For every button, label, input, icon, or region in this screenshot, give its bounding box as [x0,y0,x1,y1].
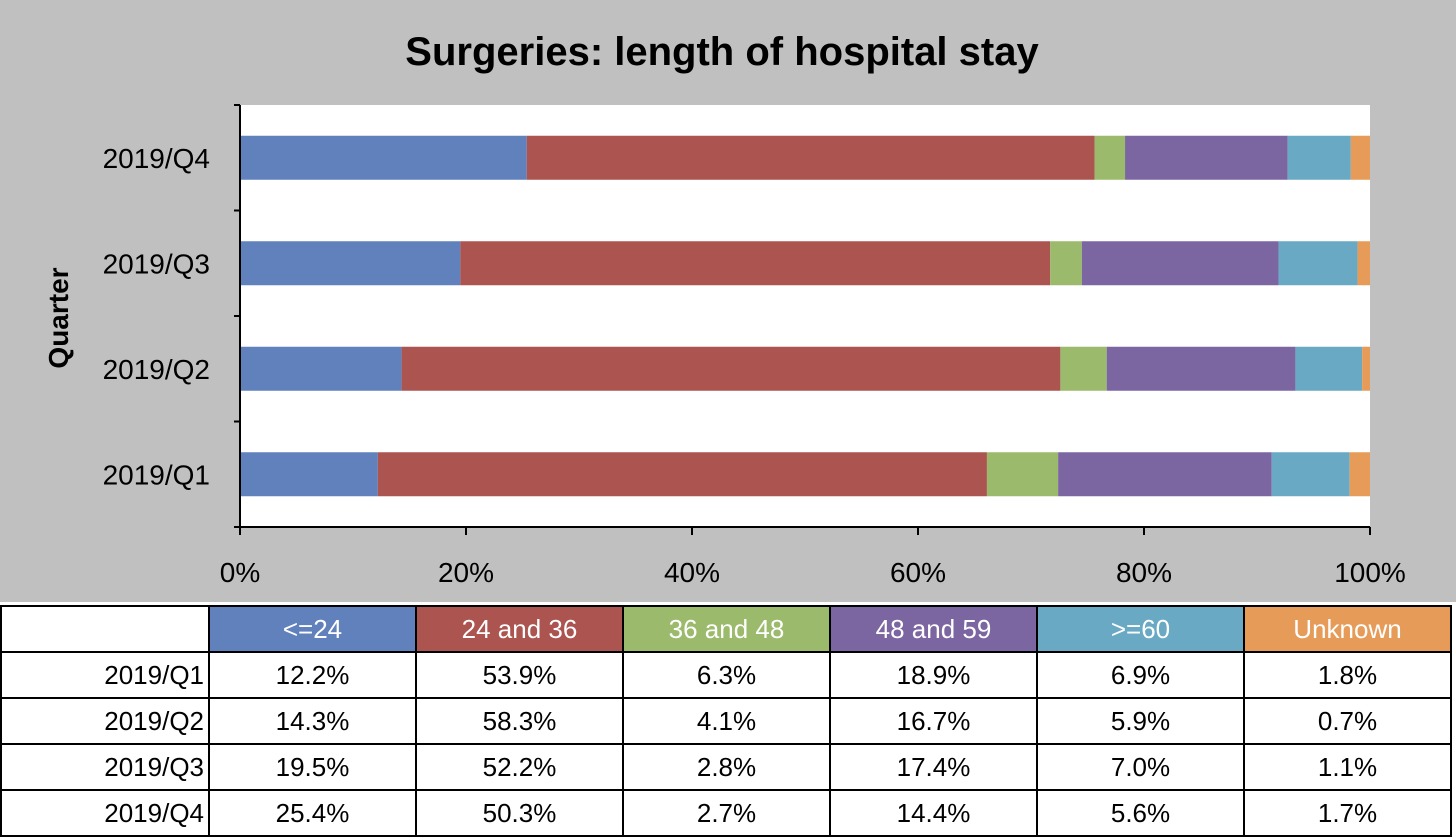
table-cell: 18.9% [829,651,1038,699]
table-cell: 1.1% [1243,743,1452,791]
bar-segment-2019-q4-s1 [526,135,1095,180]
bar-segment-2019-q3-s2 [1050,241,1082,286]
legend-header-cell: <=24 [208,605,417,653]
bar-segment-2019-q3-s3 [1081,241,1279,286]
bar-segment-2019-q2-s4 [1295,346,1363,391]
legend-header-cell: 36 and 48 [622,605,831,653]
legend-header-cell: 24 and 36 [415,605,624,653]
bar-segment-2019-q4-s2 [1094,135,1126,180]
bar-segment-2019-q1-s2 [986,452,1059,497]
table-cell: 52.2% [415,743,624,791]
table-cell: 6.9% [1036,651,1245,699]
table-cell: 6.3% [622,651,831,699]
bar-segment-2019-q2-s3 [1106,346,1296,391]
chart-title: Surgeries: length of hospital stay [405,30,1039,74]
table-row-label: 2019/Q3 [0,743,210,791]
bar-segment-2019-q3-s5 [1357,241,1370,286]
x-tick-label: 0% [220,557,260,588]
table-cell: 2.7% [622,789,831,837]
x-tick-label: 40% [664,557,720,588]
y-tick-label: 2019/Q1 [103,459,210,490]
legend-header-cell: 48 and 59 [829,605,1038,653]
table-cell: 0.7% [1243,697,1452,745]
stacked-bar-chart: Surgeries: length of hospital stay Quart… [0,0,1456,602]
y-axis-title: Quarter [43,267,74,368]
y-tick-label: 2019/Q4 [103,143,210,174]
table-row-label: 2019/Q1 [0,651,210,699]
bar-segment-2019-q4-s3 [1125,135,1288,180]
bar-segment-2019-q3-s1 [460,241,1051,286]
bar-segment-2019-q1-s5 [1349,452,1370,497]
legend-header-cell: >=60 [1036,605,1245,653]
table-cell: 4.1% [622,697,831,745]
table-cell: 2.8% [622,743,831,791]
bar-segment-2019-q1-s3 [1058,452,1272,497]
bar-segment-2019-q4-s0 [240,135,527,180]
data-table: <=24 24 and 36 36 and 48 48 and 59 >=60 Unkno… [0,605,1452,837]
bar-segment-2019-q1-s4 [1271,452,1350,497]
table-row: 2019/Q1 12.2% 53.9% 6.3% 18.9% 6.9% 1.8% [0,651,1452,699]
table-header-row: <=24 24 and 36 36 and 48 48 and 59 >=60 Unkno… [0,605,1452,653]
table-row: 2019/Q2 14.3% 58.3% 4.1% 16.7% 5.9% 0.7% [0,697,1452,745]
x-tick-label: 60% [890,557,946,588]
table-row-label: 2019/Q4 [0,789,210,837]
table-cell: 58.3% [415,697,624,745]
table-cell: 53.9% [415,651,624,699]
chart-area: Surgeries: length of hospital stay Quart… [0,0,1456,602]
table-cell: 1.8% [1243,651,1452,699]
x-tick-label: 100% [1334,557,1406,588]
bar-segment-2019-q4-s4 [1287,135,1351,180]
table-cell: 5.6% [1036,789,1245,837]
table-row: 2019/Q4 25.4% 50.3% 2.7% 14.4% 5.6% 1.7% [0,789,1452,837]
bar-segment-2019-q4-s5 [1350,135,1370,180]
table-corner-cell [0,605,210,653]
table-cell: 25.4% [208,789,417,837]
bar-segment-2019-q1-s1 [377,452,987,497]
table-cell: 19.5% [208,743,417,791]
table-cell: 12.2% [208,651,417,699]
table-cell: 17.4% [829,743,1038,791]
table-cell: 7.0% [1036,743,1245,791]
table-row: 2019/Q3 19.5% 52.2% 2.8% 17.4% 7.0% 1.1% [0,743,1452,791]
table-row-label: 2019/Q2 [0,697,210,745]
y-tick-label: 2019/Q2 [103,354,210,385]
bar-segment-2019-q3-s0 [240,241,461,286]
legend-header-cell: Unknown [1243,605,1452,653]
bar-segment-2019-q1-s0 [240,452,378,497]
bar-segment-2019-q3-s4 [1278,241,1358,286]
table-cell: 14.4% [829,789,1038,837]
y-tick-label: 2019/Q3 [103,248,210,279]
bar-segment-2019-q2-s2 [1060,346,1107,391]
bar-segment-2019-q2-s1 [401,346,1061,391]
table-cell: 50.3% [415,789,624,837]
table-cell: 16.7% [829,697,1038,745]
x-tick-label: 80% [1116,557,1172,588]
table-cell: 14.3% [208,697,417,745]
x-tick-label: 20% [438,557,494,588]
table-cell: 1.7% [1243,789,1452,837]
bar-segment-2019-q2-s0 [240,346,402,391]
table-cell: 5.9% [1036,697,1245,745]
bar-segment-2019-q2-s5 [1362,346,1370,391]
